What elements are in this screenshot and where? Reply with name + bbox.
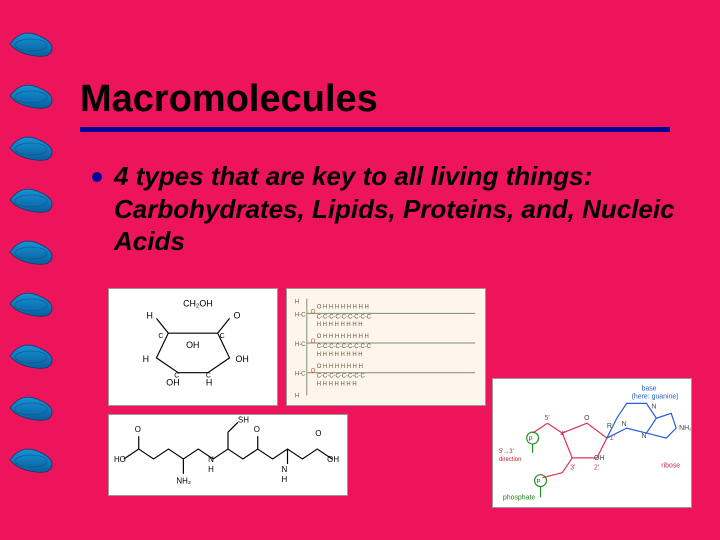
spiral-binding: [8, 30, 54, 500]
svg-text:O: O: [234, 310, 241, 320]
svg-text:ribose: ribose: [661, 463, 680, 470]
svg-text:OH: OH: [327, 455, 339, 464]
svg-text:3': 3': [570, 465, 575, 472]
spiral-coil: [8, 290, 54, 318]
svg-text:R: R: [607, 423, 612, 430]
nucleotide-image: base (here: guanine) ribose phosphate 5'…: [492, 378, 692, 508]
spiral-coil: [8, 394, 54, 422]
chemical-images-area: CH₂OH H O H OH OH H OH C C C C: [108, 288, 698, 528]
glucose-image: CH₂OH H O H OH OH H OH C C C C: [108, 288, 278, 406]
svg-text:N: N: [651, 403, 656, 410]
svg-text:OH: OH: [235, 354, 248, 364]
svg-text:2': 2': [594, 465, 599, 472]
svg-text:N: N: [622, 421, 627, 428]
svg-text:H: H: [208, 465, 214, 474]
svg-text:O: O: [584, 415, 590, 422]
spiral-coil: [8, 82, 54, 110]
svg-text:H: H: [295, 393, 299, 399]
svg-text:O H H H H H H H H: O H H H H H H H H: [317, 304, 369, 310]
svg-text:N: N: [282, 465, 288, 474]
svg-text:base: base: [642, 386, 657, 393]
svg-text:O: O: [311, 339, 316, 345]
svg-text:O H H H H H H H: O H H H H H H H: [317, 364, 363, 370]
svg-text:5'→3': 5'→3': [499, 449, 514, 455]
peptide-image: HO O NH₂ N H SH O N H OH O: [108, 414, 348, 496]
spiral-coil: [8, 134, 54, 162]
title-underline: [80, 127, 670, 132]
svg-text:phosphate: phosphate: [503, 494, 535, 501]
svg-text:C: C: [220, 333, 225, 340]
svg-text:SH: SH: [238, 415, 249, 424]
svg-text:P: P: [537, 480, 541, 486]
spiral-coil: [8, 30, 54, 58]
slide-content: Macromolecules 4 types that are key to a…: [80, 78, 690, 258]
svg-text:H-C: H-C: [295, 372, 306, 378]
svg-text:H H H H H H H H: H H H H H H H H: [317, 352, 363, 358]
svg-text:H: H: [147, 310, 153, 320]
spiral-coil: [8, 446, 54, 474]
svg-text:H-C: H-C: [295, 342, 306, 348]
svg-text:H: H: [143, 354, 149, 364]
svg-text:O: O: [315, 429, 321, 438]
svg-text:direction: direction: [499, 457, 521, 463]
svg-text:C-C-C-C-C-C-C-C-C: C-C-C-C-C-C-C-C-C: [317, 314, 372, 320]
bullet-text: 4 types that are key to all living thing…: [114, 160, 690, 258]
svg-text:O H H H H H H H H: O H H H H H H H H: [317, 334, 369, 340]
svg-text:HO: HO: [114, 455, 126, 464]
svg-text:C-C-C-C-C-C-C-C: C-C-C-C-C-C-C-C: [317, 374, 366, 380]
svg-text:O: O: [135, 425, 141, 434]
svg-text:O: O: [254, 425, 260, 434]
svg-text:CH₂OH: CH₂OH: [183, 298, 213, 308]
bullet-dot-icon: [92, 172, 102, 182]
svg-text:C: C: [174, 373, 179, 380]
lipid-image: H H-C H-C H-C H O H H H H H H H H C-C-C-…: [286, 288, 486, 406]
svg-text:H: H: [282, 475, 288, 484]
bullet-item: 4 types that are key to all living thing…: [92, 160, 690, 258]
svg-text:4': 4': [560, 431, 565, 438]
svg-text:C: C: [158, 333, 163, 340]
svg-text:OH: OH: [186, 340, 199, 350]
svg-text:H: H: [295, 299, 299, 305]
svg-text:C-C-C-C-C-C-C-C-C: C-C-C-C-C-C-C-C-C: [317, 344, 372, 350]
svg-text:H H H H H H H: H H H H H H H: [317, 382, 357, 388]
svg-text:1': 1': [610, 435, 615, 442]
svg-text:O: O: [311, 369, 316, 375]
svg-text:OH: OH: [594, 455, 604, 462]
spiral-coil: [8, 186, 54, 214]
svg-text:5': 5': [544, 415, 549, 422]
spiral-coil: [8, 238, 54, 266]
svg-text:H H H H H H H H: H H H H H H H H: [317, 322, 363, 328]
slide-title: Macromolecules: [80, 78, 690, 121]
svg-text:NH₂: NH₂: [176, 477, 191, 486]
svg-text:N: N: [208, 455, 214, 464]
svg-text:P: P: [529, 437, 533, 443]
svg-text:NH₂: NH₂: [679, 425, 691, 432]
svg-text:C: C: [206, 373, 211, 380]
svg-text:(here: guanine): (here: guanine): [632, 393, 679, 400]
spiral-coil: [8, 342, 54, 370]
svg-text:O: O: [311, 309, 316, 315]
svg-text:N: N: [642, 433, 647, 440]
svg-text:H-C: H-C: [295, 312, 306, 318]
